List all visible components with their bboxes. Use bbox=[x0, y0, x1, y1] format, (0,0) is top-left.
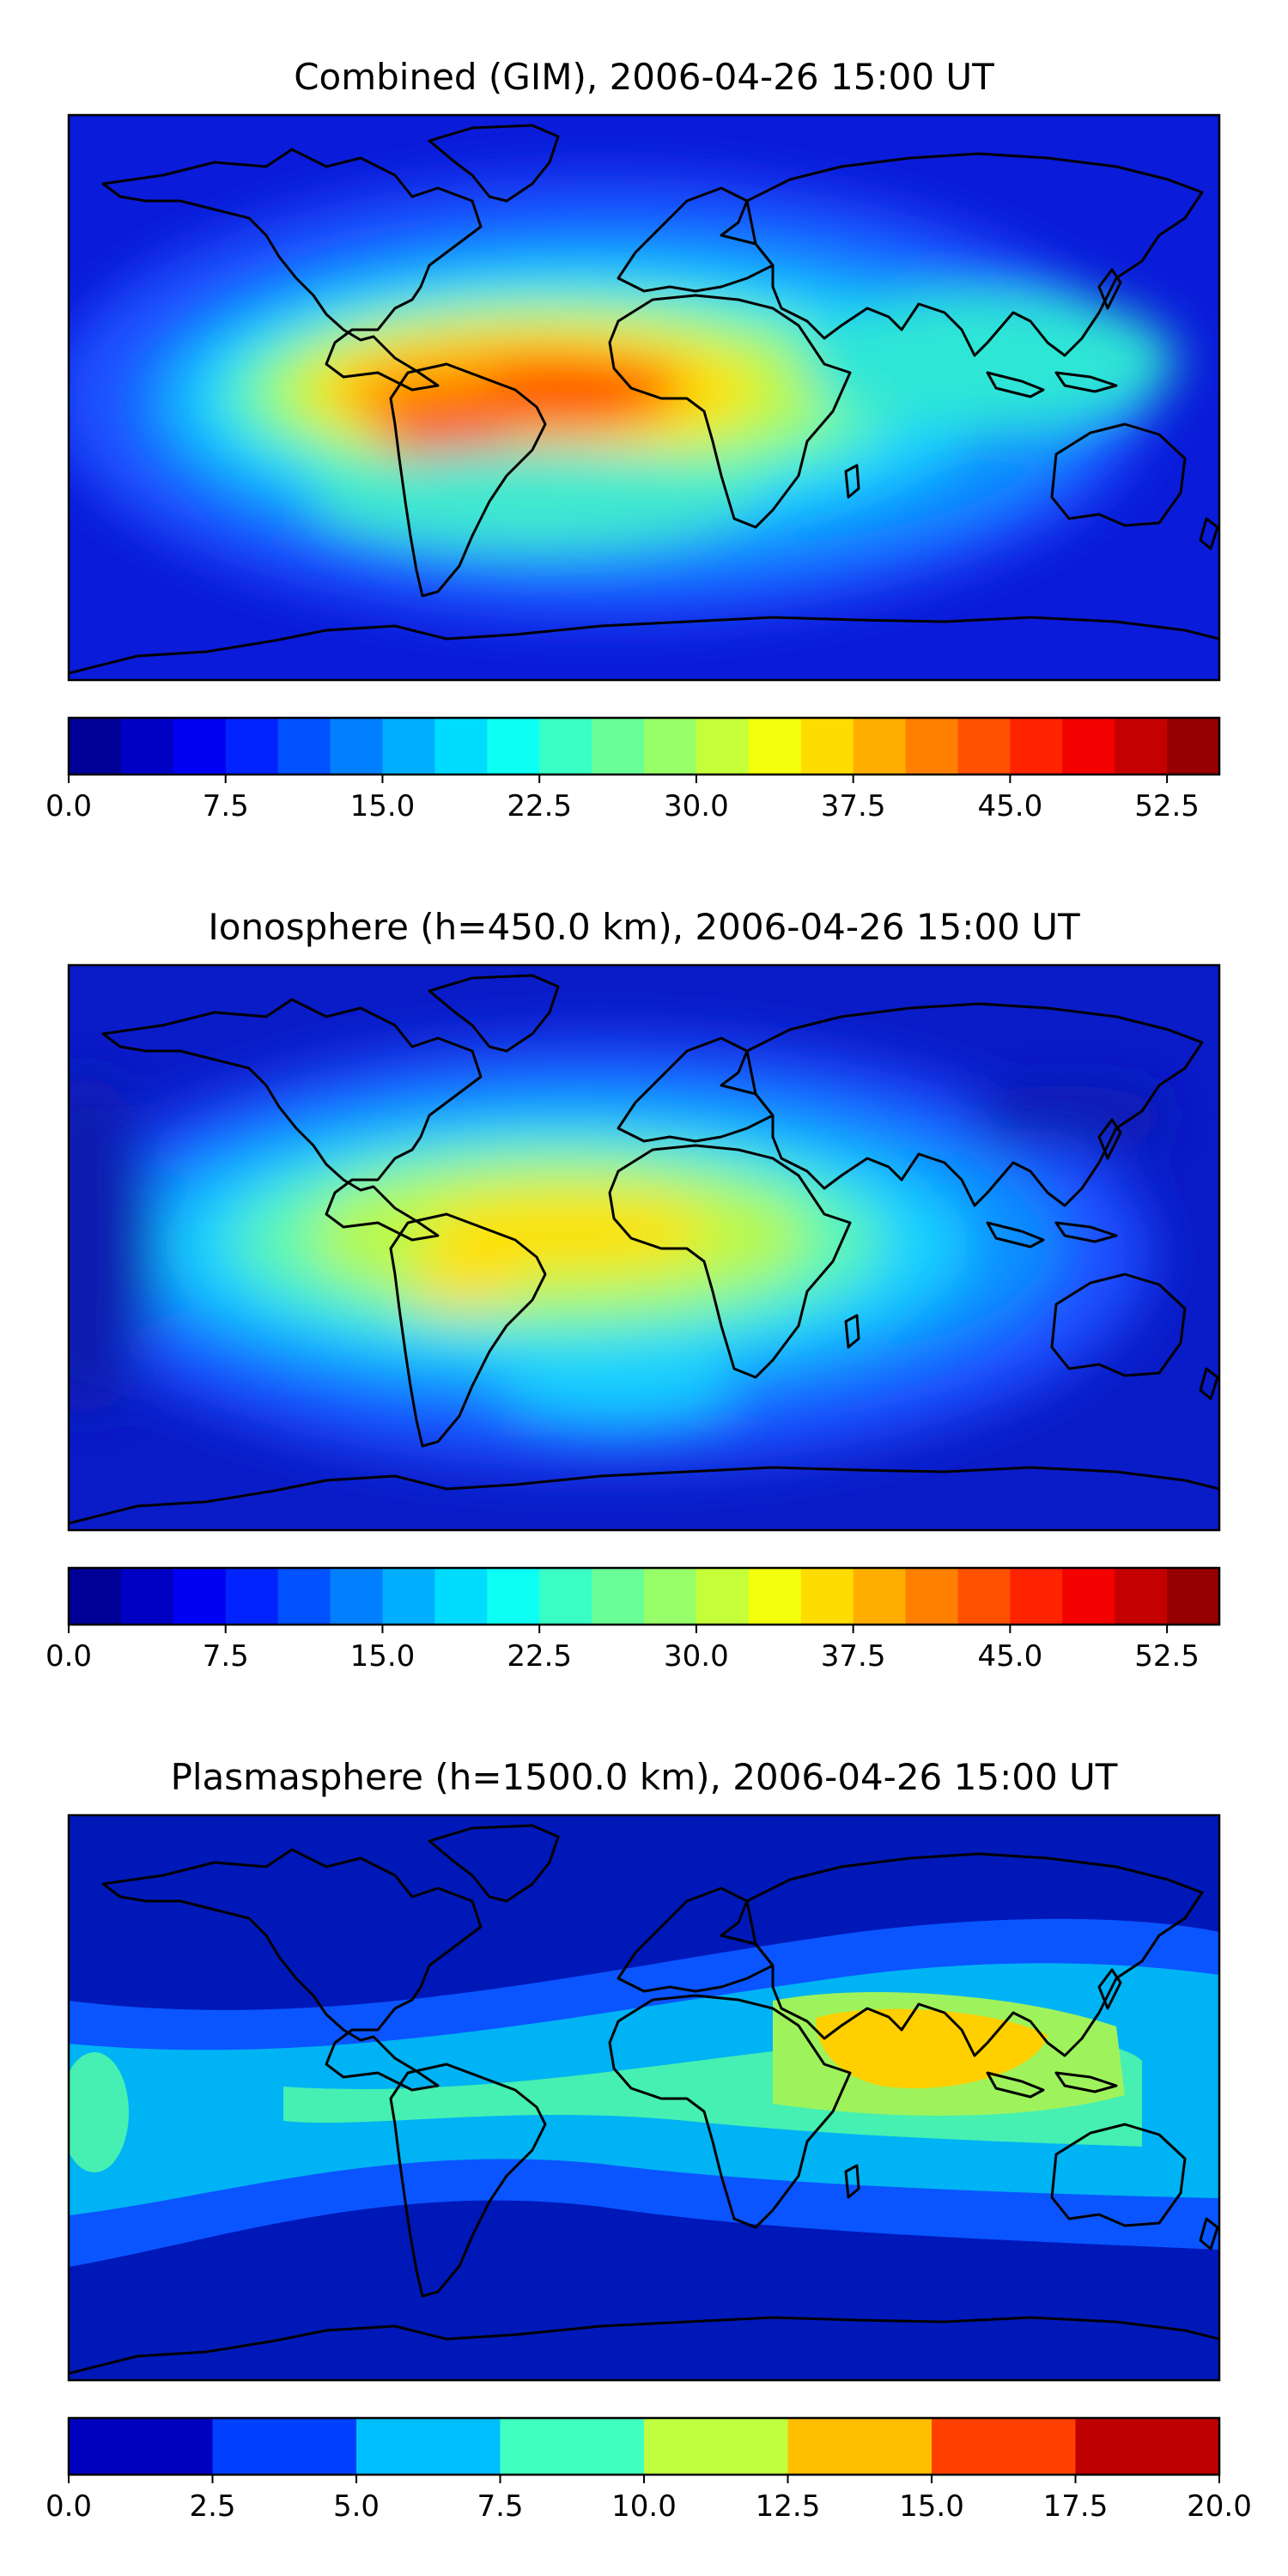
colorbar-swatch bbox=[1167, 1568, 1220, 1625]
colorbar-swatch bbox=[644, 2418, 789, 2475]
colorbar-swatch bbox=[487, 1568, 540, 1625]
colorbar bbox=[67, 716, 1221, 776]
colorbar-tick-label: 10.0 bbox=[611, 2489, 677, 2524]
colorbar-swatch bbox=[434, 1568, 488, 1625]
colorbar-frame bbox=[67, 1566, 1221, 1626]
colorbar-swatch bbox=[173, 718, 227, 775]
panel-title: Combined (GIM), 2006-04-26 15:00 UT bbox=[294, 56, 994, 98]
panel-plasmasphere: Plasmasphere (h=1500.0 km), 2006-04-26 1… bbox=[46, 1756, 1252, 2524]
colorbar-tick-label: 52.5 bbox=[1134, 1639, 1200, 1674]
colorbar-tick-label: 7.5 bbox=[203, 789, 249, 823]
colorbar-swatch bbox=[644, 718, 697, 775]
colorbar-swatch bbox=[1115, 1568, 1168, 1625]
colorbar-frame bbox=[67, 716, 1221, 776]
colorbar-swatch bbox=[500, 2418, 645, 2475]
colorbar-tick-label: 45.0 bbox=[978, 1639, 1043, 1674]
panel-title: Ionosphere (h=450.0 km), 2006-04-26 15:0… bbox=[208, 906, 1080, 948]
colorbar-swatch bbox=[957, 1568, 1011, 1625]
colorbar-swatch bbox=[382, 718, 435, 775]
colorbar-tick-label: 20.0 bbox=[1187, 2489, 1252, 2524]
colorbar-swatch bbox=[1167, 718, 1220, 775]
colorbar-swatch bbox=[905, 718, 959, 775]
colorbar-swatch bbox=[120, 718, 174, 775]
colorbar-tick-label: 52.5 bbox=[1134, 789, 1200, 823]
colorbar-ticks: 0.0 2.5 5.0 7.5 10.0 12.5 15.0 17.5 20.0 bbox=[46, 2475, 1252, 2524]
colorbar-swatch bbox=[1075, 2418, 1220, 2475]
colorbar-swatch bbox=[1115, 718, 1168, 775]
colorbar-tick-label: 22.5 bbox=[507, 1639, 572, 1674]
colorbar-swatch bbox=[120, 1568, 174, 1625]
colorbar-swatch bbox=[69, 2418, 214, 2475]
colorbar-ticks: 0.0 7.5 15.0 22.5 30.0 37.5 45.0 52.5 bbox=[46, 1625, 1200, 1674]
colorbar bbox=[67, 2416, 1221, 2476]
colorbar-swatch bbox=[787, 2418, 933, 2475]
colorbar-ticks: 0.0 7.5 15.0 22.5 30.0 37.5 45.0 52.5 bbox=[46, 775, 1200, 823]
colorbar-swatch bbox=[69, 718, 122, 775]
colorbar-swatch bbox=[800, 1568, 854, 1625]
heatmap-field bbox=[69, 965, 1219, 1530]
colorbar-tick-label: 7.5 bbox=[203, 1639, 249, 1674]
colorbar-swatch bbox=[905, 1568, 959, 1625]
colorbar-swatch bbox=[696, 1568, 750, 1625]
colorbar-swatch bbox=[277, 718, 331, 775]
colorbar-swatch bbox=[1010, 1568, 1063, 1625]
colorbar-tick-label: 37.5 bbox=[821, 789, 886, 823]
colorbar-tick-label: 15.0 bbox=[899, 2489, 964, 2524]
colorbar-tick-label: 0.0 bbox=[46, 2489, 92, 2524]
colorbar-swatch bbox=[748, 1568, 802, 1625]
colorbar-swatch bbox=[173, 1568, 227, 1625]
colorbar-tick-label: 30.0 bbox=[664, 789, 729, 823]
colorbar-swatch bbox=[225, 1568, 279, 1625]
colorbar-swatch bbox=[69, 1568, 122, 1625]
panel-title: Plasmasphere (h=1500.0 km), 2006-04-26 1… bbox=[171, 1756, 1118, 1798]
colorbar-tick-label: 15.0 bbox=[350, 1639, 416, 1674]
colorbar-swatch bbox=[932, 2418, 1077, 2475]
colorbar-tick-label: 2.5 bbox=[189, 2489, 235, 2524]
colorbar-swatch bbox=[330, 718, 384, 775]
panel-ionosphere: Ionosphere (h=450.0 km), 2006-04-26 15:0… bbox=[46, 906, 1221, 1674]
colorbar-tick-label: 37.5 bbox=[821, 1639, 886, 1674]
colorbar-tick-label: 0.0 bbox=[46, 1639, 92, 1674]
colorbar-tick-label: 0.0 bbox=[46, 789, 92, 823]
colorbar-swatch bbox=[853, 1568, 907, 1625]
colorbar bbox=[67, 1566, 1221, 1626]
colorbar-tick-label: 45.0 bbox=[978, 789, 1043, 823]
colorbar-swatch bbox=[748, 718, 802, 775]
colorbar-swatch bbox=[330, 1568, 384, 1625]
colorbar-swatch bbox=[356, 2418, 501, 2475]
colorbar-swatch bbox=[592, 1568, 645, 1625]
panel-combined: Combined (GIM), 2006-04-26 15:00 UT 0.0 7… bbox=[46, 56, 1221, 823]
heatmap-field bbox=[69, 115, 1219, 680]
colorbar-swatch bbox=[225, 718, 279, 775]
colorbar-tick-label: 17.5 bbox=[1043, 2489, 1109, 2524]
colorbar-tick-label: 22.5 bbox=[507, 789, 572, 823]
colorbar-tick-label: 15.0 bbox=[350, 789, 416, 823]
heatmap-field bbox=[69, 1815, 1219, 2380]
colorbar-swatch bbox=[382, 1568, 435, 1625]
colorbar-swatch bbox=[800, 718, 854, 775]
colorbar-swatch bbox=[1010, 718, 1063, 775]
colorbar-swatch bbox=[434, 718, 488, 775]
colorbar-swatch bbox=[539, 1568, 592, 1625]
colorbar-swatch bbox=[1062, 718, 1115, 775]
colorbar-swatch bbox=[853, 718, 907, 775]
colorbar-swatch bbox=[1062, 1568, 1115, 1625]
colorbar-tick-label: 7.5 bbox=[477, 2489, 523, 2524]
colorbar-swatch bbox=[277, 1568, 331, 1625]
colorbar-swatch bbox=[592, 718, 645, 775]
colorbar-tick-label: 30.0 bbox=[664, 1639, 729, 1674]
colorbar-tick-label: 12.5 bbox=[756, 2489, 821, 2524]
colorbar-swatch bbox=[212, 2418, 357, 2475]
colorbar-tick-label: 5.0 bbox=[333, 2489, 380, 2524]
colorbar-swatch bbox=[644, 1568, 697, 1625]
colorbar-swatch bbox=[487, 718, 540, 775]
colorbar-swatch bbox=[696, 718, 750, 775]
colorbar-swatch bbox=[539, 718, 592, 775]
colorbar-swatch bbox=[957, 718, 1011, 775]
